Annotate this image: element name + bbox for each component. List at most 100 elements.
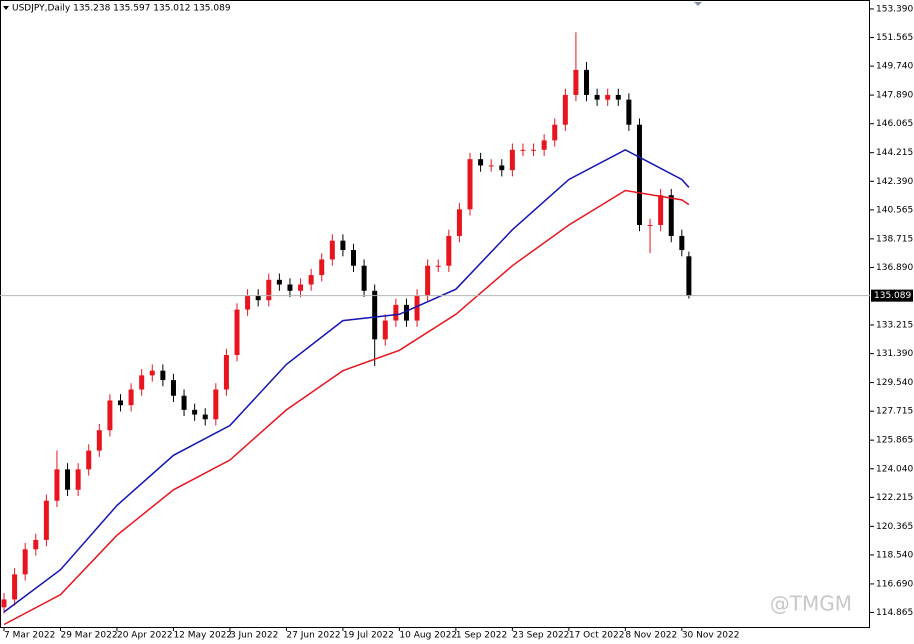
candle-body bbox=[319, 259, 325, 276]
y-tick-label: 118.540 bbox=[876, 550, 913, 560]
candle-body bbox=[351, 250, 357, 266]
y-tick-label: 122.215 bbox=[876, 493, 913, 503]
candle-body bbox=[96, 430, 102, 451]
candle-body bbox=[181, 395, 187, 410]
y-tick-label: 129.540 bbox=[876, 378, 913, 388]
x-tick-label: 29 Mar 2022 bbox=[60, 631, 117, 641]
title-arrow bbox=[3, 6, 9, 10]
watermark: @TMGM bbox=[770, 592, 852, 616]
candle-body bbox=[245, 295, 251, 310]
y-tick-label: 149.740 bbox=[876, 62, 913, 72]
y-tick-label: 140.565 bbox=[876, 205, 913, 215]
x-tick-label: 3 Jun 2022 bbox=[230, 631, 278, 641]
y-tick-label: 136.890 bbox=[876, 263, 913, 273]
candle-body bbox=[43, 500, 49, 540]
candle-body bbox=[329, 240, 335, 260]
candle-body bbox=[573, 69, 579, 95]
candle-body bbox=[456, 209, 462, 236]
y-tick-label: 144.215 bbox=[876, 148, 913, 158]
y-tick-label: 153.390 bbox=[876, 4, 913, 14]
candle-body bbox=[531, 149, 537, 151]
x-tick-label: 27 Jun 2022 bbox=[286, 631, 340, 641]
candle-body bbox=[213, 389, 219, 420]
candle-body bbox=[647, 224, 653, 226]
candle-body bbox=[605, 94, 611, 100]
candle-body bbox=[446, 235, 452, 266]
candle-body bbox=[1, 599, 7, 608]
moving-average bbox=[3, 148, 690, 613]
x-tick-label: 8 Nov 2022 bbox=[625, 631, 677, 641]
candle-body bbox=[686, 256, 692, 296]
candle-body bbox=[425, 265, 431, 296]
y-tick-label: 131.390 bbox=[876, 349, 913, 359]
candle-body bbox=[192, 409, 198, 415]
candle-body bbox=[541, 140, 547, 150]
candle-body bbox=[276, 279, 282, 285]
plot-frame bbox=[0, 0, 870, 628]
x-tick-label: 19 Jul 2022 bbox=[343, 631, 394, 641]
y-tick-label: 114.865 bbox=[876, 608, 913, 618]
x-tick-label: 10 Aug 2022 bbox=[399, 631, 457, 641]
candle-body bbox=[393, 304, 399, 321]
candle-body bbox=[668, 195, 674, 236]
candle-body bbox=[584, 69, 590, 95]
candle-body bbox=[658, 195, 664, 225]
chart-title: USDJPY,Daily 135.238 135.597 135.012 135… bbox=[12, 4, 231, 14]
candle-body bbox=[255, 295, 261, 301]
candle-body bbox=[372, 290, 378, 340]
candle-body bbox=[86, 450, 92, 470]
candle-body bbox=[139, 375, 145, 390]
candle-body bbox=[594, 94, 600, 100]
moving-average bbox=[3, 189, 690, 626]
last-price-box bbox=[871, 289, 913, 302]
candle-body bbox=[75, 469, 81, 490]
candle-body bbox=[160, 370, 166, 381]
y-tick-label: 124.040 bbox=[876, 464, 913, 474]
y-tick-label: 151.565 bbox=[876, 33, 913, 43]
candle-body bbox=[626, 99, 632, 125]
candle-body bbox=[615, 94, 621, 100]
candle-body bbox=[266, 279, 272, 301]
x-tick-label: 17 Oct 2022 bbox=[569, 631, 625, 641]
candle-body bbox=[33, 539, 39, 550]
candle-body bbox=[403, 304, 409, 321]
y-tick-label: 116.690 bbox=[876, 579, 913, 589]
candle-body bbox=[435, 265, 441, 267]
x-tick-label: 12 May 2022 bbox=[173, 631, 232, 641]
x-tick-label: 1 Sep 2022 bbox=[456, 631, 507, 641]
candle-body bbox=[414, 295, 420, 321]
y-tick-label: 138.715 bbox=[876, 234, 913, 244]
candle-body bbox=[382, 320, 388, 340]
candle-body bbox=[287, 284, 293, 291]
candle-body bbox=[65, 469, 71, 490]
x-tick-label: 30 Nov 2022 bbox=[682, 631, 740, 641]
candle-body bbox=[149, 370, 155, 376]
candle-body bbox=[107, 400, 113, 431]
candle-body bbox=[223, 355, 229, 390]
candle-body bbox=[54, 469, 60, 501]
candle-body bbox=[520, 149, 526, 151]
candle-body bbox=[361, 265, 367, 291]
candle-body bbox=[509, 149, 515, 171]
candle-body bbox=[202, 414, 208, 420]
candle-body bbox=[679, 235, 685, 251]
y-tick-label: 127.715 bbox=[876, 407, 913, 417]
y-tick-label: 146.065 bbox=[876, 119, 913, 129]
candle-body bbox=[488, 165, 494, 167]
y-tick-label: 147.890 bbox=[876, 91, 913, 101]
candle-body bbox=[499, 165, 505, 171]
candle-body bbox=[128, 389, 134, 406]
y-tick-label: 120.365 bbox=[876, 522, 913, 532]
x-tick-label: 20 Apr 2022 bbox=[117, 631, 173, 641]
candle-body bbox=[340, 240, 346, 251]
candle-body bbox=[467, 159, 473, 210]
candle-body bbox=[552, 124, 558, 141]
candle-body bbox=[298, 284, 304, 291]
candle-body bbox=[562, 94, 568, 125]
candle-body bbox=[636, 124, 642, 225]
candle-body bbox=[478, 159, 484, 166]
y-tick-label: 142.390 bbox=[876, 177, 913, 187]
candle-body bbox=[170, 380, 176, 396]
candle-body bbox=[22, 549, 28, 575]
